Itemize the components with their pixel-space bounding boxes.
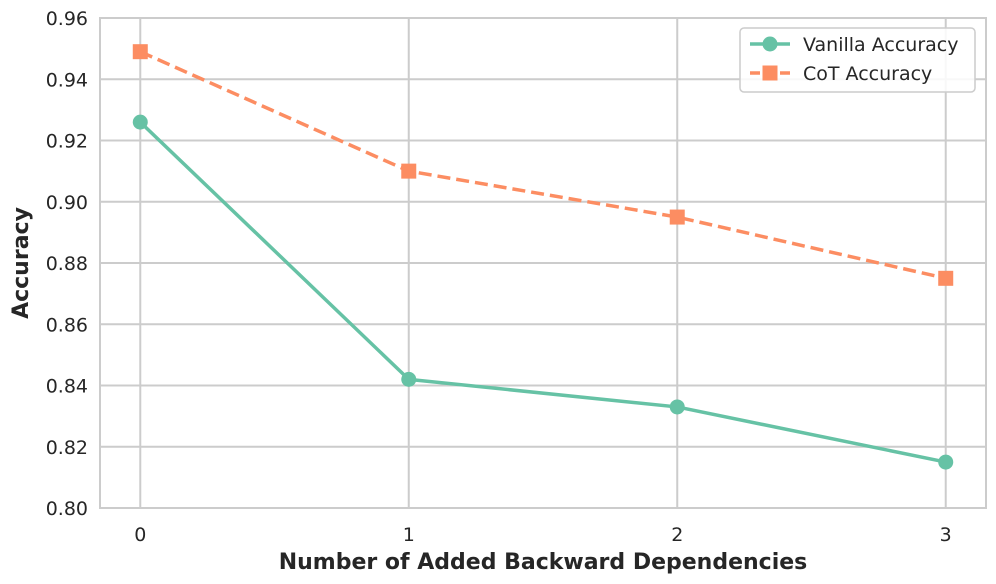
y-tick-label: 0.84 — [46, 376, 88, 398]
plot-frame — [99, 17, 987, 509]
y-tick-label: 0.96 — [46, 8, 88, 30]
x-axis-title: Number of Added Backward Dependencies — [279, 550, 808, 575]
data-point — [132, 114, 148, 130]
legend-label: CoT Accuracy — [803, 63, 932, 85]
x-tick-label: 0 — [134, 524, 146, 546]
x-tick-label: 1 — [403, 524, 415, 546]
legend-marker — [762, 65, 778, 81]
y-tick-label: 0.92 — [46, 131, 88, 153]
x-tick-label: 3 — [940, 524, 952, 546]
y-tick-label: 0.88 — [46, 253, 88, 275]
legend-box — [739, 27, 976, 93]
data-point — [401, 163, 417, 179]
series-vanilla — [132, 114, 954, 470]
x-tick-label: 2 — [671, 524, 683, 546]
y-tick-label: 0.86 — [46, 314, 88, 336]
plot-border — [99, 17, 987, 509]
legend-item: CoT Accuracy — [750, 63, 932, 85]
legend-marker — [762, 36, 778, 52]
y-tick-label: 0.90 — [46, 192, 88, 214]
y-tick-label: 0.80 — [46, 498, 88, 520]
series-line — [139, 50, 947, 281]
series-cot — [132, 44, 954, 286]
data-point — [132, 44, 148, 60]
data-point — [401, 371, 417, 387]
data-point — [938, 270, 954, 286]
data-point — [669, 209, 685, 225]
y-tick-label: 0.94 — [46, 69, 88, 91]
y-tick-label: 0.82 — [46, 437, 88, 459]
y-axis-ticks: 0.80 0.82 0.84 0.86 0.88 0.90 0.92 0.94 0.96 — [46, 8, 88, 520]
data-point — [669, 399, 685, 415]
x-axis-ticks: 0 1 2 3 — [134, 524, 952, 546]
y-axis-title: Accuracy — [9, 207, 34, 319]
series — [132, 44, 954, 470]
data-point — [938, 454, 954, 470]
legend-item: Vanilla Accuracy — [750, 34, 958, 56]
legend: Vanilla Accuracy CoT Accuracy — [739, 27, 976, 93]
legend-label: Vanilla Accuracy — [803, 34, 958, 56]
series-line — [139, 120, 947, 464]
